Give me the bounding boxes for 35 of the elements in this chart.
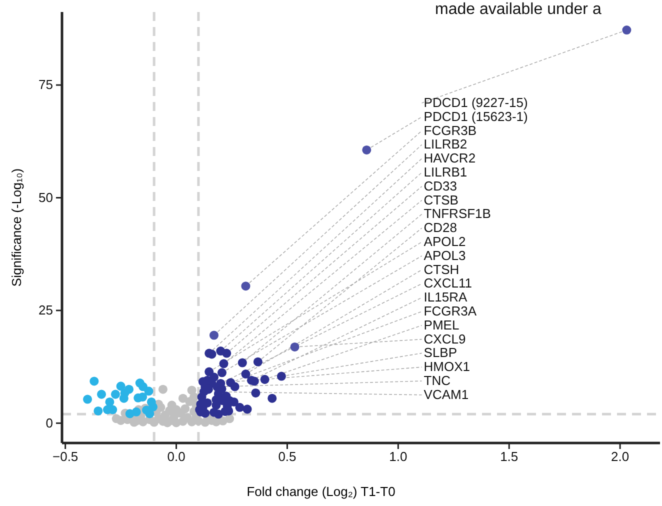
annotation: APOL3 (424, 248, 466, 263)
annotation: CTSB (424, 192, 458, 208)
annotation: TNC (424, 373, 451, 388)
annotation: PDCD1 (15623-1) (424, 108, 528, 124)
x-tick-label: 1.5 (500, 449, 518, 464)
annotation: TNFRSF1B (424, 206, 491, 222)
annotation: CTSH (424, 262, 460, 277)
y-axis-title: Significance (-Log₁₀) (9, 168, 24, 287)
annotation: CXCL9 (424, 331, 466, 346)
annotation: IL15RA (424, 290, 468, 305)
annotation: LILRB1 (424, 164, 468, 180)
annotation: HAVCR2 (424, 150, 476, 166)
annotation: CD33 (424, 178, 458, 194)
annotation: made available under a (435, 1, 602, 18)
annotation: HMOX1 (424, 359, 470, 374)
annotation: VCAM1 (424, 386, 469, 402)
annotation: FCGR3B (424, 122, 477, 138)
x-axis-title: Fold change (Log₂) T1-T0 (246, 484, 396, 499)
x-tick-label: 1.0 (389, 449, 408, 464)
x-tick-label: 2.0 (611, 449, 630, 464)
y-tick-label: 25 (38, 302, 53, 318)
annotation: APOL2 (424, 234, 466, 249)
y-tick-label: 75 (38, 77, 53, 92)
annotation: CXCL11 (424, 276, 472, 291)
annotation: FCGR3A (424, 304, 477, 318)
x-tick-label: −0.5 (52, 449, 78, 464)
annotation: SLBP (424, 345, 458, 360)
annotation: CD28 (424, 220, 458, 236)
y-tick-label: 50 (38, 190, 53, 205)
annotation: PDCD1 (9227-15) (424, 95, 528, 110)
annotation: LILRB2 (424, 136, 468, 152)
annotation: PMEL (424, 317, 460, 332)
y-tick-label: 0 (46, 415, 53, 430)
x-tick-label: 0.0 (167, 449, 186, 464)
x-tick-label: 0.5 (278, 449, 296, 464)
